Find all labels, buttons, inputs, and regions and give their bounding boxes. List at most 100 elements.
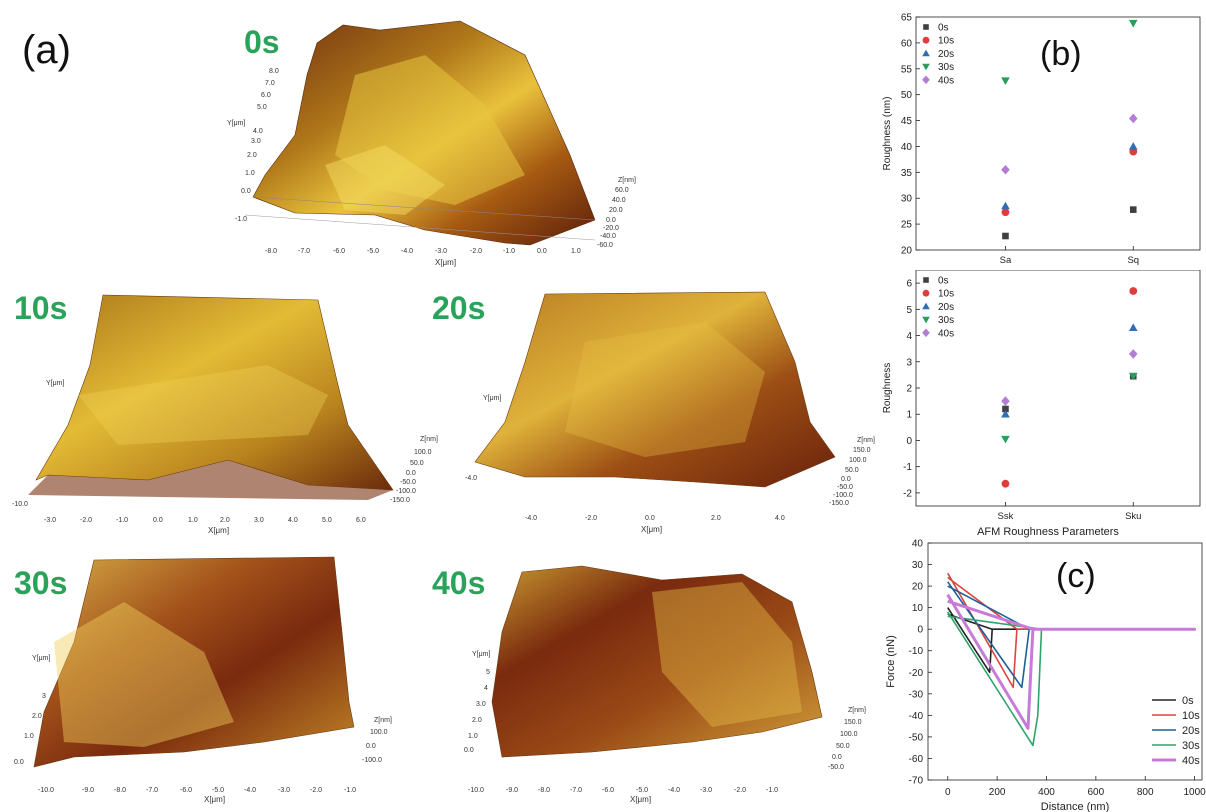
data-point-40s	[1128, 113, 1138, 124]
10s-z-tick: -150.0	[390, 497, 410, 504]
x-tick-label: 1000	[1183, 787, 1206, 798]
y-tick-label: 6	[906, 279, 912, 290]
40s-x-tick: -4.0	[668, 787, 680, 794]
y-tick-label: 4	[906, 331, 912, 342]
10s-z-tick: -50.0	[400, 479, 416, 486]
series-line-0s	[947, 607, 1196, 674]
y-tick-label: 1	[906, 410, 912, 421]
legend-label: 10s	[938, 289, 954, 300]
40s-z-tick: 0.0	[832, 754, 842, 761]
40s-z-tick: 50.0	[836, 743, 850, 750]
afm-surface-40s: X[μm] -10.0 -9.0 -8.0 -7.0 -6.0 -5.0 -4.…	[464, 565, 866, 804]
legend-label: 10s	[1182, 710, 1200, 722]
x-axis-label: AFM Roughness Parameters	[977, 526, 1119, 538]
10s-x-tick: 2.0	[220, 517, 230, 524]
30s-x-tick: -9.0	[82, 787, 94, 794]
y-axis-label: Force (nN)	[885, 635, 897, 688]
10s-x-tick: 6.0	[356, 517, 366, 524]
40s-x-tick: -5.0	[636, 787, 648, 794]
10s-x-tick: -3.0	[44, 517, 56, 524]
20s-z-tick: -50.0	[837, 484, 853, 491]
20s-x-tick: 0.0	[645, 515, 655, 522]
data-point-0s	[1129, 206, 1137, 213]
20s-x-tick: 2.0	[711, 515, 721, 522]
y-tick-label: -40	[909, 711, 924, 722]
30s-z-tick: 0.0	[366, 743, 376, 750]
y-tick-label: 40	[912, 539, 924, 550]
10s-z-tick: 0.0	[406, 470, 416, 477]
y-tick-label: 20	[912, 582, 924, 593]
legend-marker-20s	[922, 49, 930, 57]
afm-surface-0s: X[μm] -8.0 -7.0 -6.0 -5.0 -4.0 -3.0 -2.0…	[227, 20, 636, 267]
0s-z-tick: -40.0	[600, 233, 616, 240]
0s-x-axis-title: X[μm]	[435, 258, 456, 267]
data-point-30s	[1001, 435, 1010, 444]
30s-y-tick: 1.0	[24, 733, 34, 740]
y-tick-label: 50	[901, 90, 913, 101]
30s-x-tick: -1.0	[344, 787, 356, 794]
y-tick-label: 40	[901, 142, 913, 153]
afm-surface-10s: X[μm] -3.0 -2.0 -1.0 0.0 1.0 2.0 3.0 4.0…	[12, 294, 438, 535]
surface-label-20s: 20s	[432, 290, 486, 326]
30s-x-tick: -4.0	[244, 787, 256, 794]
panel-c-letter: (c)	[1056, 557, 1096, 595]
plot-frame	[915, 16, 1201, 251]
legend-label: 20s	[1182, 725, 1200, 737]
x-tick-label: 200	[989, 787, 1006, 798]
40s-y-tick: 4	[484, 685, 488, 692]
40s-x-tick: -3.0	[700, 787, 712, 794]
y-tick-label: 65	[901, 13, 913, 24]
surface-label-0s: 0s	[244, 24, 280, 60]
y-tick-label: 30	[901, 194, 913, 205]
y-tick-label: -20	[909, 668, 924, 679]
40s-y-tick: 2.0	[472, 717, 482, 724]
legend-marker-40s	[922, 75, 930, 85]
40s-x-axis-title: X[μm]	[630, 795, 651, 804]
30s-x-axis-title: X[μm]	[204, 795, 225, 804]
40s-x-tick: -2.0	[734, 787, 746, 794]
0s-y-tick: 2.0	[247, 152, 257, 159]
y-tick-label: -70	[909, 776, 924, 787]
legend-label: 30s	[1182, 740, 1200, 752]
0s-y-tick: 3.0	[251, 138, 261, 145]
10s-x-tick: 5.0	[322, 517, 332, 524]
legend-label: 20s	[938, 49, 954, 60]
40s-y-tick: 3.0	[476, 701, 486, 708]
legend-label: 0s	[938, 23, 949, 34]
0s-x-tick: -2.0	[470, 248, 482, 255]
y-tick-label: 0	[906, 436, 912, 447]
y-tick-label: 3	[906, 357, 912, 368]
x-tick-label: Sa	[1000, 255, 1012, 266]
30s-x-tick: -6.0	[180, 787, 192, 794]
legend-marker-40s	[922, 328, 930, 338]
30s-y-tick: 3	[42, 693, 46, 700]
panel-b-letter: (b)	[1040, 35, 1082, 73]
0s-z-tick: 20.0	[609, 207, 623, 214]
30s-x-tick: -8.0	[114, 787, 126, 794]
0s-z-tick: -20.0	[603, 225, 619, 232]
legend-label: 30s	[938, 315, 954, 326]
20s-y-tick: -4.0	[465, 475, 477, 482]
y-tick-label: -60	[909, 754, 924, 765]
x-tick-label: Sku	[1125, 511, 1141, 522]
data-point-0s	[1002, 405, 1009, 413]
20s-z-tick: 0.0	[841, 476, 851, 483]
40s-x-tick: -7.0	[570, 787, 582, 794]
0s-y-tick: 1.0	[245, 170, 255, 177]
40s-z-tick: 150.0	[844, 719, 862, 726]
0s-x-tick: -6.0	[333, 248, 345, 255]
40s-y-axis-title: Y[μm]	[472, 651, 490, 658]
30s-z-tick: -100.0	[362, 757, 382, 764]
10s-x-tick: -1.0	[116, 517, 128, 524]
20s-z-tick: -150.0	[829, 500, 849, 507]
y-tick-label: 5	[906, 305, 912, 316]
legend-marker-10s	[922, 36, 930, 44]
0s-y-tick: 7.0	[265, 80, 275, 87]
y-tick-label: 30	[912, 560, 924, 571]
legend-marker-0s	[923, 24, 929, 30]
surface-label-30s: 30s	[14, 565, 68, 601]
legend-marker-30s	[922, 63, 930, 71]
legend-marker-0s	[923, 277, 929, 283]
y-axis-label: Roughness	[882, 363, 893, 414]
